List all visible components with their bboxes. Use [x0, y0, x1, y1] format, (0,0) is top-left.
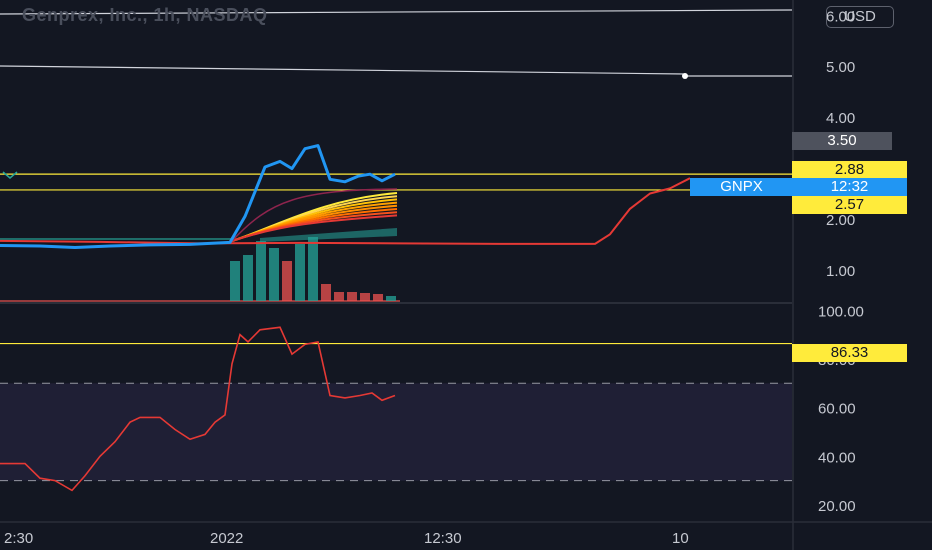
price-axis-tick: 2.00	[826, 212, 855, 229]
volume-bar	[386, 296, 396, 301]
volume-bar	[269, 248, 279, 301]
volume-bar	[295, 244, 305, 301]
time-axis-tick: 12:30	[424, 530, 462, 547]
countdown-tag: 12:32	[792, 178, 907, 196]
time-axis-tick: 2:30	[4, 530, 33, 547]
trend-line-mid[interactable]	[0, 65, 686, 75]
volume-bar	[256, 241, 266, 301]
trend-line-anchor[interactable]	[682, 73, 688, 79]
volume-bar	[230, 261, 240, 301]
price-pane[interactable]	[0, 9, 793, 302]
ribbon-line	[231, 188, 398, 242]
trend-line-top[interactable]	[0, 9, 793, 15]
volume-bar	[360, 293, 370, 301]
volume-bar	[282, 261, 292, 301]
upper-level-tag: 2.88	[792, 161, 907, 179]
rsi-band	[0, 383, 792, 481]
ma-ribbon	[0, 188, 398, 242]
hline-price-tag: 3.50	[792, 132, 892, 150]
left-marker	[2, 171, 18, 179]
volume-bar	[334, 292, 344, 301]
volume-bar	[308, 237, 318, 301]
rsi-line[interactable]	[0, 326, 396, 492]
volume-bar	[321, 284, 331, 301]
chart-title: Genprex, Inc., 1h, NASDAQ	[22, 5, 268, 25]
rsi-value-tag: 86.33	[792, 344, 907, 362]
price-axis-tick: 1.00	[826, 263, 855, 280]
currency-button[interactable]: USD	[826, 6, 894, 28]
volume-bar	[243, 255, 253, 301]
rsi-axis-tick: 100.00	[818, 303, 864, 320]
symbol-tag[interactable]: GNPX	[690, 178, 793, 196]
time-axis-tick: 2022	[210, 530, 243, 547]
rsi-axis-tick: 40.00	[818, 449, 856, 466]
ribbon-line	[231, 214, 398, 242]
lower-level-tag: 2.57	[792, 196, 907, 214]
rsi-axis-tick: 20.00	[818, 498, 856, 515]
rsi-axis-tick: 60.00	[818, 401, 856, 418]
price-line[interactable]	[0, 144, 396, 249]
volume-bar	[347, 292, 357, 301]
time-axis-tick: 10	[672, 530, 689, 547]
price-axis-tick: 4.00	[826, 110, 855, 127]
time-axis[interactable]: 2:30 2022 12:30 10	[4, 530, 689, 547]
price-axis-tick: 5.00	[826, 59, 855, 76]
rsi-pane[interactable]	[0, 326, 792, 492]
ribbon-band	[260, 228, 397, 242]
price-axis-tick: 6.00	[826, 8, 855, 25]
volume-bar	[373, 294, 383, 301]
